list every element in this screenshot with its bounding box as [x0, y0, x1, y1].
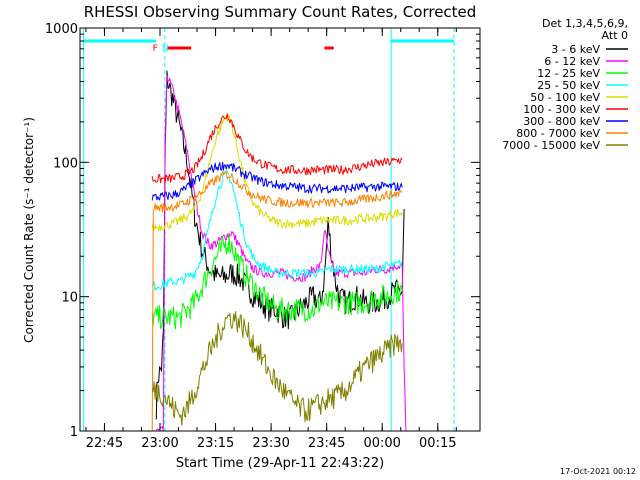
series-line-7000-15000-kev: [151, 311, 403, 426]
series-line-50-100-kev: [151, 114, 403, 232]
x-tick-label-23:30: 23:30: [252, 436, 289, 451]
x-tick-label-23:15: 23:15: [197, 436, 234, 451]
y-tick-label-1: 1: [70, 425, 78, 440]
series-line-12-25-kev: [151, 233, 403, 330]
x-axis: 22:45 23:00 23:15 23:30 23:45 00:00 00:15: [85, 28, 457, 451]
legend-label-50-100-kev: 50 - 100 keV: [530, 91, 600, 104]
legend-label-12-25-kev: 12 - 25 keV: [537, 67, 600, 80]
legend-label-3-6-kev: 3 - 6 keV: [551, 43, 600, 56]
legend-label-800-7000-kev: 800 - 7000 keV: [516, 127, 600, 140]
plot-frame: [79, 27, 481, 432]
y-axis: 1 10 100 1000: [45, 22, 480, 440]
series-line-300-800-kev: [151, 161, 403, 201]
series-line-25-50-kev: [151, 169, 403, 291]
y-axis-label: Corrected Count Rate (s⁻¹ detector⁻¹): [22, 117, 36, 343]
attenuator-label: Att 0: [602, 29, 628, 42]
y-tick-label-1000: 1000: [45, 22, 78, 37]
x-axis-label: Start Time (29-Apr-11 22:43:22): [176, 456, 384, 471]
x-tick-label-00:00: 00:00: [363, 436, 400, 451]
flag-label-f: F: [153, 44, 158, 54]
x-tick-label-23:00: 23:00: [141, 436, 178, 451]
legend-label-100-300-kev: 100 - 300 keV: [523, 103, 600, 116]
chart-title: RHESSI Observing Summary Count Rates, Co…: [84, 3, 477, 21]
series-line-100-300-kev: [151, 113, 403, 184]
y-tick-label-100: 100: [53, 156, 78, 171]
series-line-800-7000-kev: [151, 171, 403, 432]
flag-label-n: N: [162, 44, 169, 54]
x-tick-label-23:45: 23:45: [308, 436, 345, 451]
legend-label-300-800-kev: 300 - 800 keV: [523, 115, 600, 128]
detectors-label: Det 1,3,4,5,6,9,: [542, 17, 628, 30]
timestamp: 17-Oct-2021 00:12: [560, 467, 636, 476]
legend-label-7000-15000-kev: 7000 - 15000 keV: [502, 139, 600, 152]
x-tick-label-22:45: 22:45: [86, 436, 123, 451]
legend-label-6-12-kev: 6 - 12 keV: [544, 55, 600, 68]
x-tick-label-00:15: 00:15: [419, 436, 456, 451]
y-tick-label-10: 10: [61, 291, 78, 306]
legend-label-25-50-kev: 25 - 50 keV: [537, 79, 600, 92]
series-line-6-12-kev: [155, 75, 407, 432]
